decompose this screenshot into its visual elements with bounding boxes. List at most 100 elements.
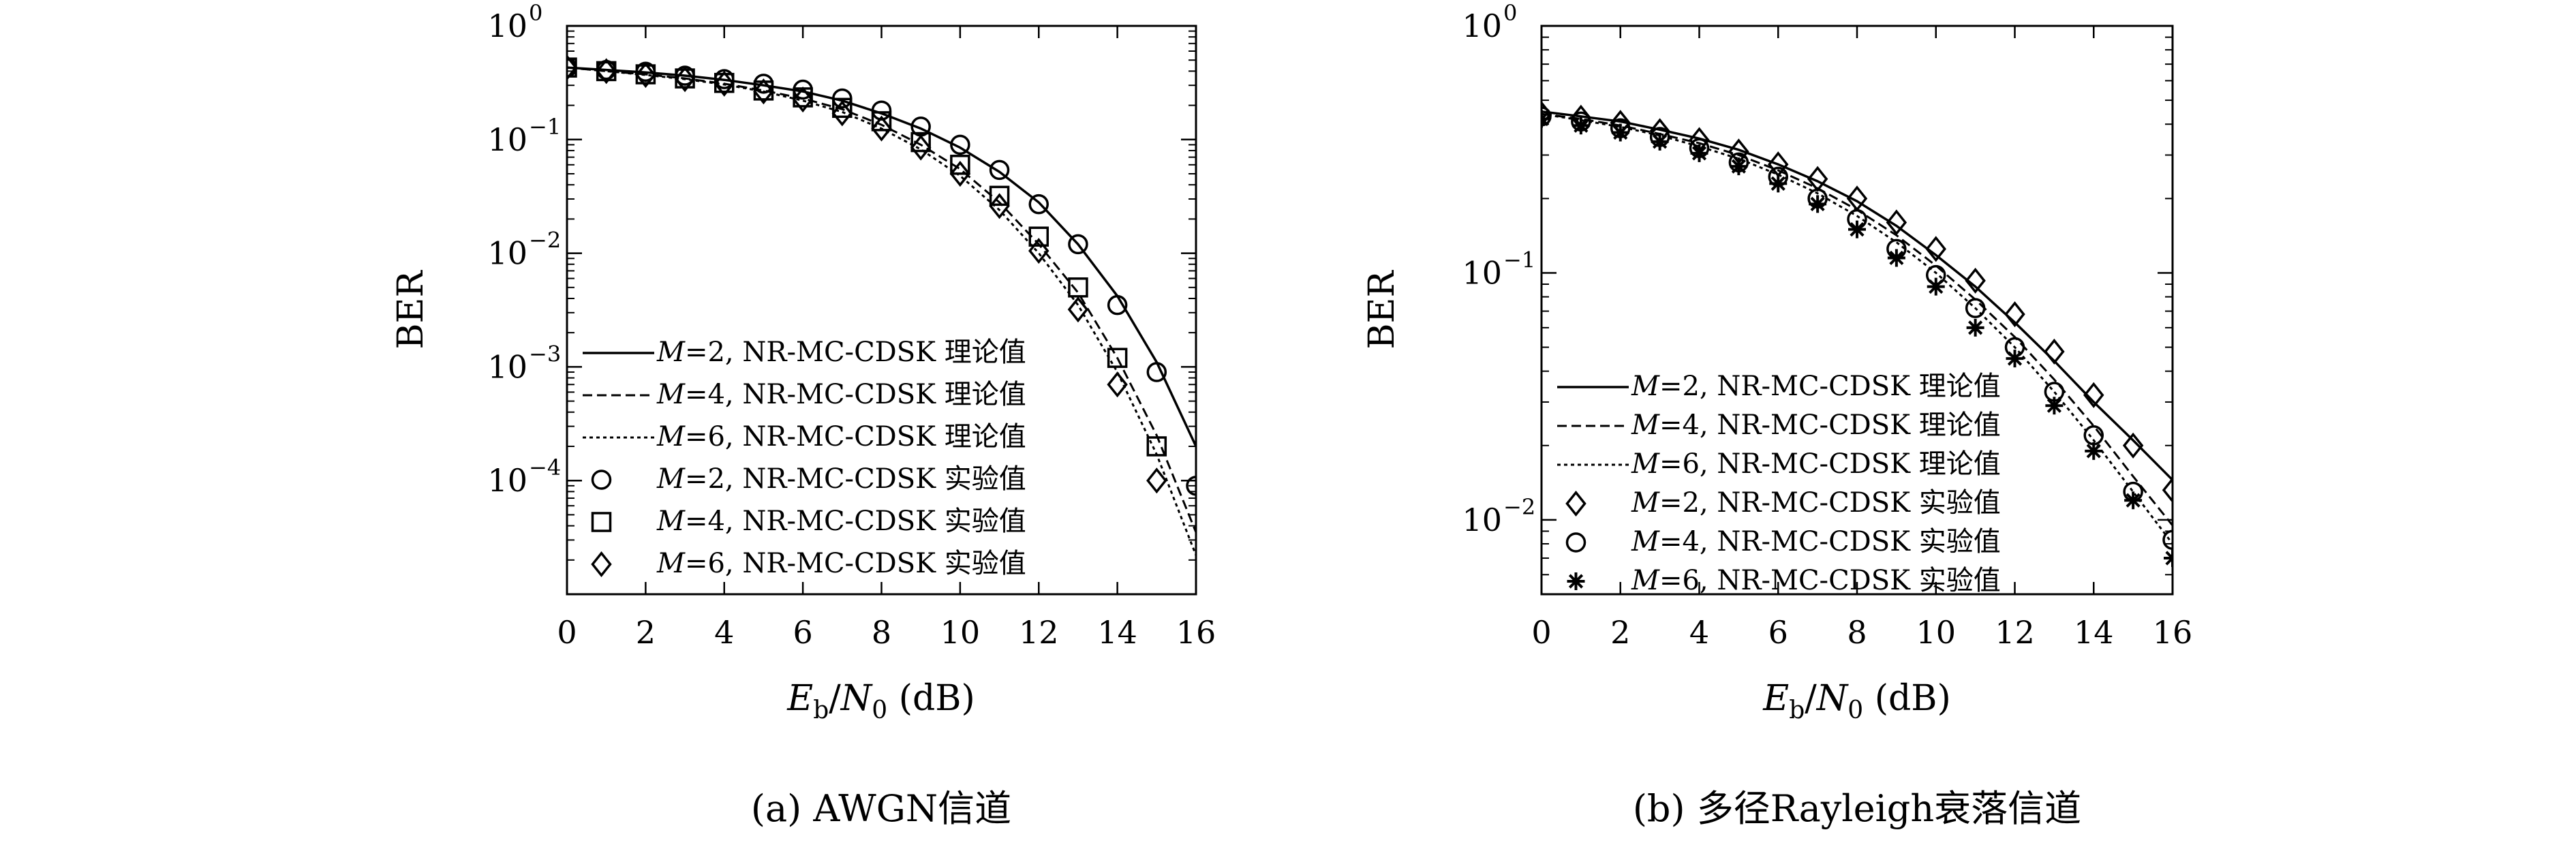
data-point [635, 61, 656, 89]
data-point [2045, 397, 2064, 415]
y-tick-label: 10 [1462, 7, 1502, 44]
data-point [1107, 294, 1128, 316]
y-tick-exponent: −4 [529, 455, 561, 480]
y-tick-exponent: −2 [1503, 494, 1535, 520]
data-point [1769, 174, 1788, 193]
y-tick-exponent: −1 [1503, 247, 1535, 273]
data-point [567, 55, 578, 81]
data-point [831, 100, 853, 127]
data-point [1146, 467, 1167, 494]
legend-entry: M=6, NR-MC-CDSK 实验值 [656, 548, 1026, 579]
series-6 [1542, 110, 2173, 568]
data-point [989, 193, 1010, 219]
legend-entry: M=4, NR-MC-CDSK 实验值 [1631, 526, 2001, 557]
series-line [1542, 110, 2173, 481]
data-point [2085, 442, 2103, 460]
data-point [2044, 338, 2065, 365]
data-point [910, 132, 931, 153]
data-point [871, 111, 892, 132]
legend-entry: M=2, NR-MC-CDSK 理论值 [656, 337, 1026, 368]
data-point [1730, 157, 1748, 176]
data-point [2124, 491, 2143, 510]
data-point [2164, 549, 2173, 568]
data-point [792, 87, 814, 113]
legend-entry: M=6, NR-MC-CDSK 实验值 [1631, 565, 2001, 596]
data-point [950, 155, 970, 175]
legend-marker-sample [1565, 490, 1586, 517]
series-2 [567, 66, 1196, 533]
data-point [1107, 348, 1128, 368]
y-tick-label: 10 [487, 462, 527, 499]
series-line [1542, 112, 2173, 544]
data-point [1965, 298, 1986, 318]
x-tick-label: 8 [1847, 614, 1867, 651]
data-point [2162, 529, 2173, 550]
data-point [2006, 350, 2024, 368]
x-tick-label: 10 [940, 614, 981, 651]
data-point [1146, 436, 1167, 457]
legend-marker-sample [591, 551, 612, 578]
series-4 [1542, 101, 2173, 504]
legend-entry: M=4, NR-MC-CDSK 理论值 [656, 379, 1026, 410]
y-tick-label: 10 [487, 7, 527, 44]
x-tick-label: 0 [1531, 614, 1551, 651]
chart-caption: (b) 多径Rayleigh衰落信道 [1633, 787, 2081, 830]
data-point [1028, 226, 1049, 247]
series-line [567, 66, 1196, 556]
x-tick-label: 6 [793, 614, 812, 651]
y-tick-exponent: −3 [529, 341, 561, 367]
data-point [596, 58, 617, 84]
y-tick-exponent: 0 [1503, 0, 1517, 26]
legend: M=2, NR-MC-CDSK 理论值 M=4, NR-MC-CDSK 理论值 M=… [1557, 371, 2001, 596]
data-point [1542, 110, 1550, 128]
data-point [1068, 234, 1088, 255]
data-point [1927, 277, 1945, 296]
data-point [1848, 220, 1866, 239]
y-axis-label: BER [1362, 269, 1402, 349]
x-tick-label: 2 [636, 614, 656, 651]
data-point [1966, 318, 1984, 337]
data-point [1571, 117, 1590, 135]
legend-entry: M=2, NR-MC-CDSK 实验值 [1631, 487, 2001, 519]
series-5 [1542, 106, 2173, 550]
legend-entry: M=4, NR-MC-CDSK 实验值 [656, 506, 1026, 537]
legend-entry: M=6, NR-MC-CDSK 理论值 [1631, 448, 2001, 480]
x-tick-label: 16 [1176, 614, 1216, 651]
x-tick-label: 2 [1610, 614, 1630, 651]
legend-marker-sample [1567, 572, 1585, 590]
y-tick-label: 10 [487, 348, 527, 385]
data-point [1186, 476, 1196, 496]
data-point [1611, 123, 1629, 142]
data-point [989, 159, 1010, 181]
legend: M=2, NR-MC-CDSK 理论值 M=4, NR-MC-CDSK 理论值 M=… [583, 337, 1026, 579]
data-point [1690, 144, 1708, 162]
y-tick-label: 10 [1462, 502, 1502, 538]
data-point [2122, 432, 2144, 459]
x-tick-label: 14 [2074, 614, 2114, 651]
legend-marker-sample [1565, 532, 1586, 553]
data-point [1651, 132, 1669, 151]
data-point [1146, 362, 1167, 382]
data-point [1809, 195, 1827, 213]
x-tick-label: 0 [557, 614, 577, 651]
x-tick-label: 8 [872, 614, 891, 651]
data-point [950, 134, 970, 155]
y-tick-label: 10 [1462, 254, 1502, 291]
y-axis-label: BER [390, 269, 431, 349]
series-3 [1542, 112, 2173, 544]
chart-caption: (a) AWGN信道 [751, 787, 1011, 830]
data-point [1028, 194, 1049, 215]
legend-entry: M=2, NR-MC-CDSK 实验值 [656, 463, 1026, 495]
x-tick-label: 4 [1689, 614, 1709, 651]
data-point [714, 70, 735, 97]
data-point [1542, 106, 1552, 127]
data-point [753, 78, 774, 105]
x-tick-label: 10 [1916, 614, 1956, 651]
legend-entry: M=6, NR-MC-CDSK 理论值 [656, 421, 1026, 452]
data-point [1886, 209, 1907, 236]
series-line [567, 66, 1196, 533]
legend-entry: M=2, NR-MC-CDSK 理论值 [1631, 371, 2001, 402]
data-point [989, 185, 1010, 206]
